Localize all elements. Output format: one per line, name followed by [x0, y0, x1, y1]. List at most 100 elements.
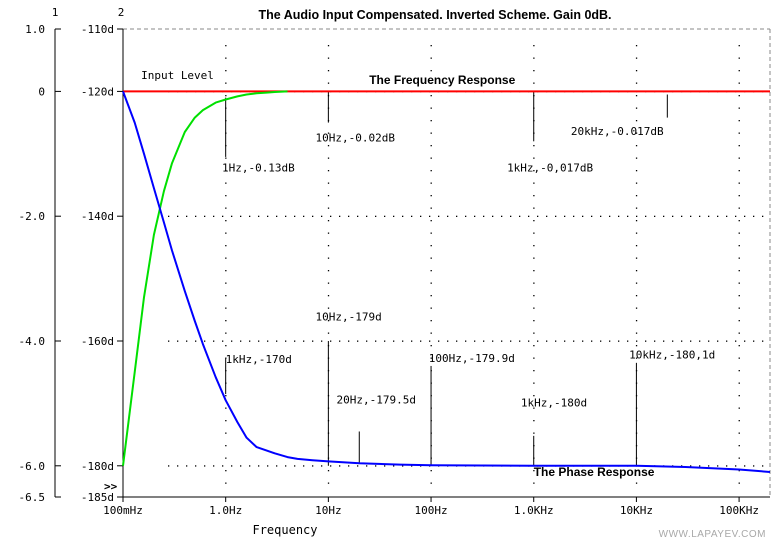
- grid-dot: [738, 220, 740, 222]
- grid-dot: [411, 340, 413, 342]
- grid-dot: [327, 157, 330, 159]
- grid-dot: [430, 120, 432, 122]
- grid-dot: [533, 407, 535, 409]
- grid-dot: [430, 195, 432, 197]
- grid-dot: [168, 340, 170, 342]
- grid-dot: [738, 407, 740, 409]
- grid-dot: [600, 340, 602, 342]
- grid-dot: [738, 82, 740, 84]
- grid-dot: [533, 182, 535, 184]
- grid-dot: [627, 340, 629, 342]
- grid-dot: [430, 257, 432, 259]
- grid-dot: [533, 82, 535, 84]
- grid-dot: [225, 170, 227, 172]
- grid-dot: [348, 465, 350, 467]
- grid-dot: [533, 432, 535, 434]
- grid-dot: [492, 340, 494, 342]
- grid-dot: [447, 215, 449, 217]
- grid-dot: [726, 340, 728, 342]
- grid-dot: [327, 482, 330, 484]
- grid-dot: [258, 340, 260, 342]
- grid-dot: [635, 45, 638, 47]
- grid-dot: [327, 82, 330, 84]
- grid-dot: [738, 282, 740, 284]
- grid-dot: [635, 132, 638, 134]
- axis1-tick-label: -2.0: [19, 210, 46, 223]
- grid-dot: [204, 465, 206, 467]
- grid-dot: [546, 340, 548, 342]
- grid-dot: [348, 215, 350, 217]
- grid-dot: [744, 215, 746, 217]
- grid-dot: [735, 340, 737, 342]
- grid-dot: [402, 215, 404, 217]
- grid-dot: [430, 57, 432, 59]
- grid-dot: [533, 57, 535, 59]
- grid-dot: [225, 457, 227, 459]
- grid-dot: [600, 215, 602, 217]
- grid-dot: [635, 82, 638, 84]
- grid-dot: [225, 220, 227, 222]
- grid-dot: [327, 132, 330, 134]
- grid-dot: [635, 195, 638, 197]
- grid-dot: [430, 307, 432, 309]
- axis2-tick-label: -120d: [81, 85, 114, 98]
- grid-dot: [738, 182, 740, 184]
- axis1-tick-label: -6.5: [19, 491, 46, 504]
- grid-dot: [430, 157, 432, 159]
- grid-dot: [258, 215, 260, 217]
- grid-dot: [225, 420, 227, 422]
- grid-dot: [635, 232, 638, 234]
- grid-dot: [635, 257, 638, 259]
- grid-dot: [456, 340, 458, 342]
- grid-dot: [635, 482, 638, 484]
- annotation-label: The Phase Response: [534, 465, 655, 479]
- grid-dot: [555, 215, 557, 217]
- grid-dot: [672, 340, 674, 342]
- grid-dot: [533, 345, 535, 347]
- annotations: Input Level The Frequency Response 10Hz,-0…: [141, 69, 715, 479]
- grid-dot: [708, 340, 710, 342]
- grid-dot: [663, 340, 665, 342]
- grid-dot: [195, 340, 197, 342]
- grid-dot: [186, 215, 188, 217]
- grid-dot: [533, 295, 535, 297]
- grid-dot: [222, 465, 224, 467]
- grid-dot: [738, 107, 740, 109]
- x-tick-label: 10Hz: [315, 504, 342, 517]
- grid-dot: [564, 340, 566, 342]
- grid-dot: [430, 70, 432, 72]
- grid-dot: [738, 70, 740, 72]
- axis2-tick-label: -185d: [81, 491, 114, 504]
- grid-dot: [636, 340, 638, 342]
- grid-dot: [474, 215, 476, 217]
- grid-dot: [753, 465, 755, 467]
- grid-dot: [327, 70, 330, 72]
- annotation-label: Input Level: [141, 69, 214, 82]
- grid-dot: [717, 465, 719, 467]
- annotation-label: The Frequency Response: [369, 73, 515, 87]
- grid-dot: [285, 215, 287, 217]
- x-tick-label: 100mHz: [103, 504, 143, 517]
- grid-dot: [225, 232, 227, 234]
- grid-dot: [690, 215, 692, 217]
- grid-dot: [738, 257, 740, 259]
- grid-dot: [240, 340, 242, 342]
- grid-dot: [411, 465, 413, 467]
- grid-dot: [635, 170, 638, 172]
- grid-dot: [348, 340, 350, 342]
- grid-dot: [635, 470, 638, 472]
- grid-dot: [294, 215, 296, 217]
- grid-dot: [327, 470, 330, 472]
- grid-dot: [654, 215, 656, 217]
- grid-dot: [699, 215, 701, 217]
- grid-dot: [635, 57, 638, 59]
- grid-dot: [402, 340, 404, 342]
- grid-dot: [627, 215, 629, 217]
- grid-dot: [240, 465, 242, 467]
- grid-dot: [327, 45, 330, 47]
- series-line-input_level: [122, 90, 288, 466]
- x-axis-label: Frequency: [252, 523, 317, 537]
- grid-dot: [635, 145, 638, 147]
- annotation-label: 10Hz,-0.02dB: [316, 131, 396, 144]
